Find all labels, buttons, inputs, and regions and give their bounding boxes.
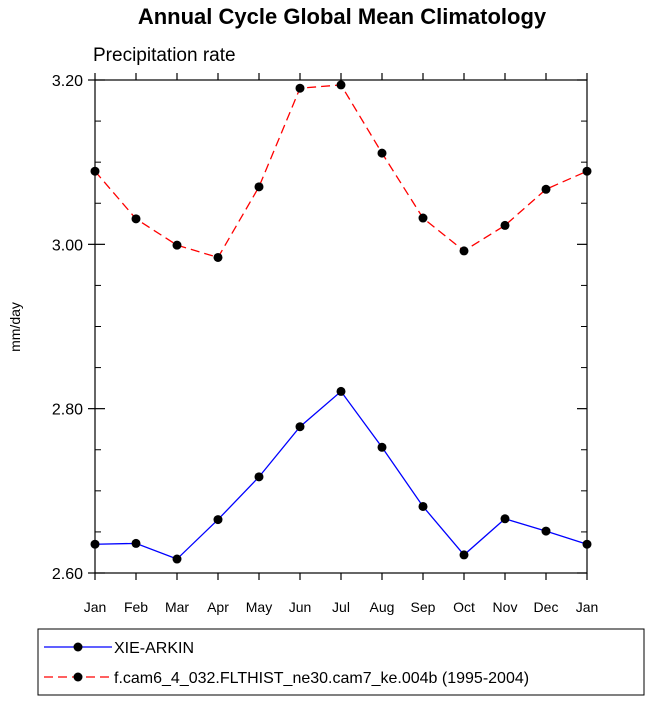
x-tick-label: May <box>246 599 272 615</box>
series-1-point <box>418 213 428 223</box>
x-tick-label: Feb <box>124 599 148 615</box>
series-0-point <box>254 472 264 482</box>
legend: XIE-ARKIN f.cam6_4_032.FLTHIST_ne30.cam7_… <box>44 640 529 687</box>
series-1-point <box>172 240 182 250</box>
series-1-point <box>541 184 551 194</box>
x-tick-label: Jan <box>576 599 599 615</box>
y-tick-label: 2.80 <box>52 402 83 419</box>
y-axis-label: mm/day <box>7 302 23 352</box>
series-0-point <box>377 442 387 452</box>
x-tick-label: Jun <box>289 599 312 615</box>
series-0-point <box>336 386 346 396</box>
y-tick-label: 3.00 <box>52 237 83 254</box>
x-tick-label: Apr <box>207 599 229 615</box>
chart-subtitle: Precipitation rate <box>93 45 236 66</box>
series-1-point <box>377 148 387 158</box>
series-0-point <box>541 526 551 536</box>
x-tick-label: Nov <box>493 599 518 615</box>
series-0-point <box>172 554 182 564</box>
legend-box <box>37 628 645 696</box>
series-0-point <box>213 515 223 525</box>
series-0-point <box>295 422 305 432</box>
chart-title: Annual Cycle Global Mean Climatology <box>138 4 547 29</box>
series-1-point <box>254 182 264 192</box>
series-0-point <box>500 514 510 524</box>
legend-marker-1 <box>73 672 83 682</box>
series-1-point <box>295 83 305 93</box>
series-0-point <box>418 501 428 511</box>
series-1-point <box>459 246 469 256</box>
series-0-point <box>131 538 141 548</box>
series-0-point <box>459 550 469 560</box>
series-1-point <box>336 80 346 90</box>
x-tick-label: Mar <box>165 599 189 615</box>
series-layer <box>90 80 592 564</box>
y-tick-label: 2.60 <box>52 566 83 583</box>
series-1-point <box>582 166 592 176</box>
x-tick-label: Sep <box>411 599 436 615</box>
plot-frame <box>94 79 588 574</box>
series-line-1 <box>94 84 588 259</box>
series-1-point <box>131 214 141 224</box>
x-tick-label: Aug <box>370 599 395 615</box>
y-tick-label: 3.20 <box>52 73 83 90</box>
series-0-point <box>582 539 592 549</box>
x-tick-labels: Jan Feb Mar Apr May Jun Jul Aug Sep Oct Nov Dec Jan <box>84 599 599 615</box>
axis-ticks <box>88 73 588 580</box>
x-tick-label: Jul <box>332 599 350 615</box>
x-tick-label: Dec <box>534 599 559 615</box>
legend-label-0: XIE-ARKIN <box>114 640 194 657</box>
series-1-point <box>500 220 510 230</box>
y-tick-labels: 2.60 2.80 3.00 3.20 <box>52 73 83 583</box>
x-tick-label: Oct <box>453 599 475 615</box>
legend-label-1: f.cam6_4_032.FLTHIST_ne30.cam7_ke.004b (… <box>114 670 529 687</box>
x-tick-label: Jan <box>84 599 107 615</box>
legend-marker-0 <box>73 642 83 652</box>
series-line-0 <box>94 390 588 560</box>
series-1-point <box>213 252 223 262</box>
series-1-point <box>90 166 100 176</box>
series-0-point <box>90 539 100 549</box>
